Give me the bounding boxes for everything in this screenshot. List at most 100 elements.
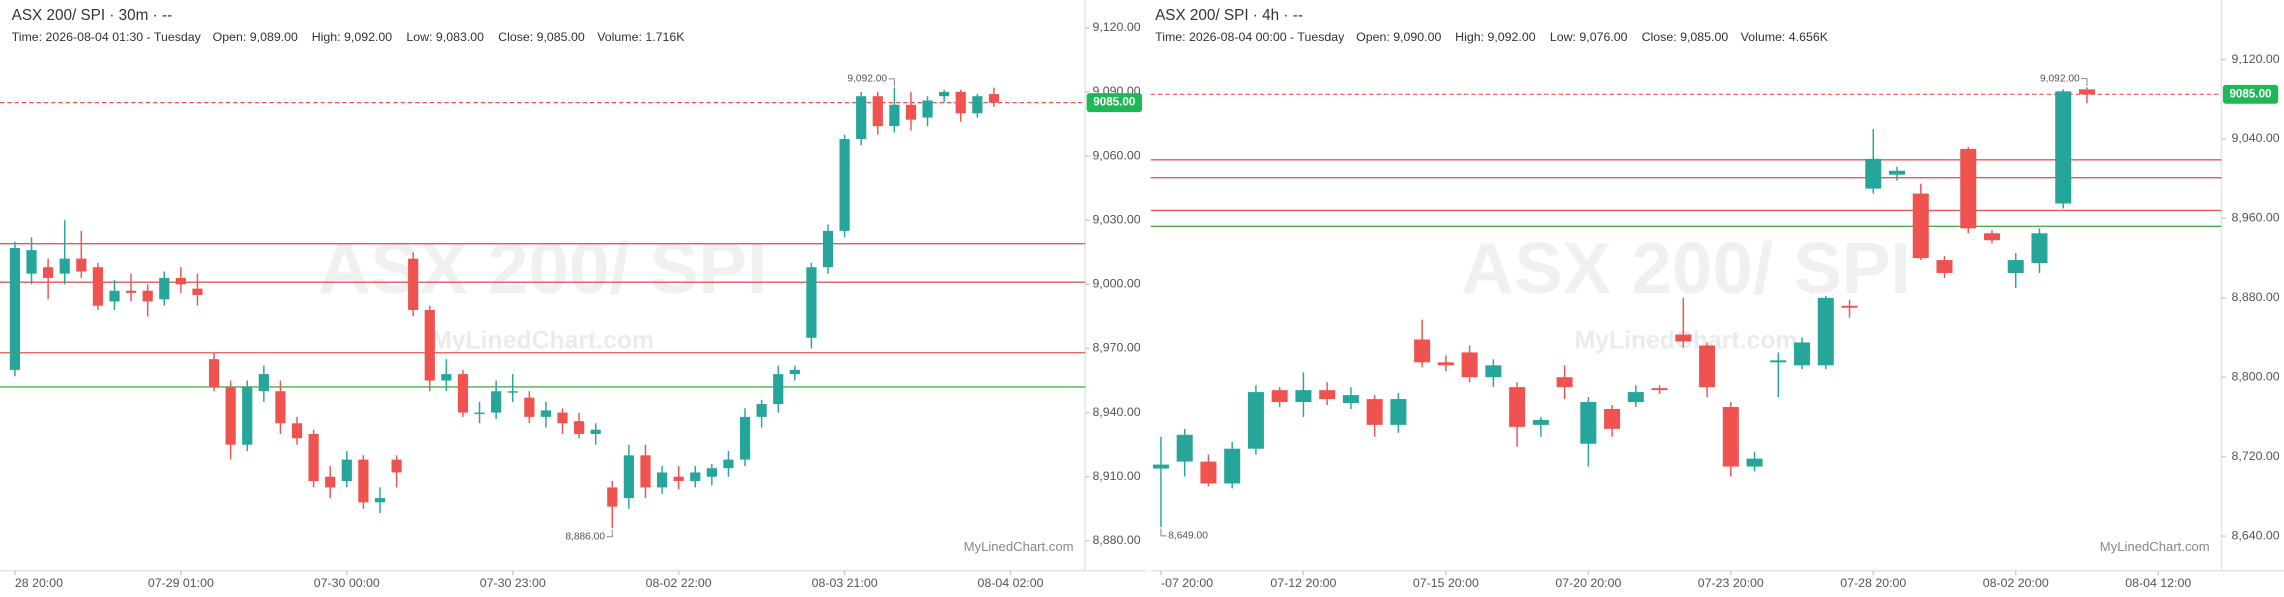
candle-body — [1604, 408, 1621, 429]
x-tick-label: 07-15 20:00 — [1413, 576, 1479, 590]
y-tick-label: 8,800.00 — [2232, 369, 2280, 383]
y-tick-label: 8,910.00 — [1092, 469, 1140, 483]
x-tick-label: 08-02 22:00 — [646, 576, 712, 590]
info-item: Low: 9,076.00 — [1550, 30, 1628, 44]
chart-title: ASX 200/ SPI · 4h · -- — [1155, 7, 1303, 24]
candle-body — [540, 410, 552, 417]
candle-body — [441, 374, 452, 381]
candle-body — [341, 459, 352, 482]
max-label: 9,092.00 — [2040, 73, 2080, 84]
candle-body — [242, 386, 253, 445]
candle-body — [1295, 390, 1312, 403]
x-tick-label: 07-12 20:00 — [1270, 576, 1336, 590]
x-tick-label: 08-02 20:00 — [1983, 576, 2049, 590]
candle-body — [706, 468, 717, 477]
min-label: 8,886.00 — [565, 531, 605, 542]
candle-body — [590, 429, 601, 434]
candle-body — [1390, 399, 1407, 425]
candle-body — [258, 374, 269, 392]
info-item: Low: 9,083.00 — [406, 30, 484, 44]
candle-body — [408, 258, 419, 310]
candle-body — [1152, 464, 1169, 469]
chart-title: ASX 200/ SPI · 30m · -- — [12, 7, 173, 24]
candle-body — [889, 104, 900, 127]
candle-body — [673, 476, 684, 482]
candle-body — [507, 391, 518, 393]
candle-body — [640, 455, 651, 488]
watermark-site: MyLinedChart.com — [431, 328, 654, 355]
min-pointer — [606, 529, 613, 538]
x-tick-label: 28 20:00 — [15, 576, 63, 590]
y-tick-label: 9,030.00 — [1092, 212, 1140, 226]
candle-body — [2007, 260, 2024, 273]
y-tick-label: 8,720.00 — [2232, 449, 2280, 463]
min-pointer — [1160, 528, 1167, 537]
candle-body — [1889, 170, 1906, 175]
candle-body — [1461, 352, 1478, 378]
info-item: High: 9,092.00 — [312, 30, 393, 44]
y-tick-label: 9,040.00 — [2232, 131, 2280, 145]
candle-body — [1960, 148, 1977, 229]
y-tick-label: 8,880.00 — [2232, 290, 2280, 304]
candle-body — [208, 359, 220, 387]
candle-body — [1556, 377, 1573, 388]
candle-body — [1983, 233, 2001, 241]
candle-body — [9, 247, 21, 370]
candle-body — [574, 421, 585, 434]
min-label: 8,649.00 — [1168, 531, 1208, 542]
x-tick-label: 07-28 20:00 — [1840, 576, 1906, 590]
info-item: High: 9,092.00 — [1455, 30, 1536, 44]
y-tick-label: 8,640.00 — [2232, 528, 2280, 542]
candle-body — [109, 290, 120, 302]
x-tick-label: 08-04 12:00 — [2125, 576, 2191, 590]
info-item: Time: 2026-08-04 00:00 - Tuesday — [1155, 30, 1345, 44]
candle-body — [76, 258, 87, 272]
candle-body — [739, 416, 751, 460]
candle-body — [175, 277, 186, 285]
y-tick-label: 9,120.00 — [1092, 20, 1140, 34]
watermark: ASX 200/ SPI — [1461, 228, 1910, 309]
candle-body — [325, 476, 336, 488]
candle-body — [1699, 345, 1716, 388]
candle-body — [822, 230, 834, 268]
candle-body — [939, 91, 950, 97]
candle-body — [474, 412, 485, 415]
credit: MyLinedChart.com — [964, 539, 1074, 554]
info-item: Volume: 1.716K — [597, 30, 685, 44]
candle-body — [839, 138, 850, 231]
credit: MyLinedChart.com — [2100, 539, 2210, 554]
candle-body — [656, 472, 668, 488]
candle-body — [1319, 390, 1336, 400]
y-tick-label: 8,940.00 — [1092, 405, 1140, 419]
max-label: 9,092.00 — [847, 74, 887, 85]
y-tick-label: 8,960.00 — [2232, 211, 2280, 225]
x-tick-label: 07-23 20:00 — [1698, 576, 1764, 590]
candle-body — [2031, 233, 2048, 264]
max-pointer — [2081, 78, 2088, 86]
candle-body — [723, 459, 734, 469]
candle-body — [1651, 388, 1668, 391]
last-price-box — [2222, 84, 2279, 104]
candle-body — [192, 288, 203, 296]
x-tick-label: 08-03 21:00 — [812, 576, 878, 590]
last-price-label: 9085.00 — [1093, 96, 1135, 109]
candle-body — [59, 258, 70, 274]
info-item: Close: 9,085.00 — [498, 30, 585, 44]
y-tick-label: 8,880.00 — [1092, 533, 1140, 547]
candle-body — [2055, 91, 2072, 204]
y-tick-label: 8,970.00 — [1092, 341, 1140, 355]
info-item: Volume: 4.656K — [1741, 30, 1829, 44]
candle-body — [125, 290, 137, 293]
candle-body — [1509, 387, 1526, 427]
candle-body — [92, 267, 103, 306]
x-tick-label: -07 20:00 — [1161, 576, 1213, 590]
x-tick-label: 08-04 02:00 — [978, 576, 1044, 590]
candle-body — [1794, 342, 1811, 366]
candle-body — [1770, 360, 1787, 363]
info-item: Open: 9,090.00 — [1356, 30, 1441, 44]
candle-body — [972, 96, 983, 114]
candle-body — [1580, 402, 1597, 444]
candle-body — [607, 487, 618, 507]
candle-body — [1817, 297, 1834, 366]
candle-body — [1414, 339, 1431, 363]
